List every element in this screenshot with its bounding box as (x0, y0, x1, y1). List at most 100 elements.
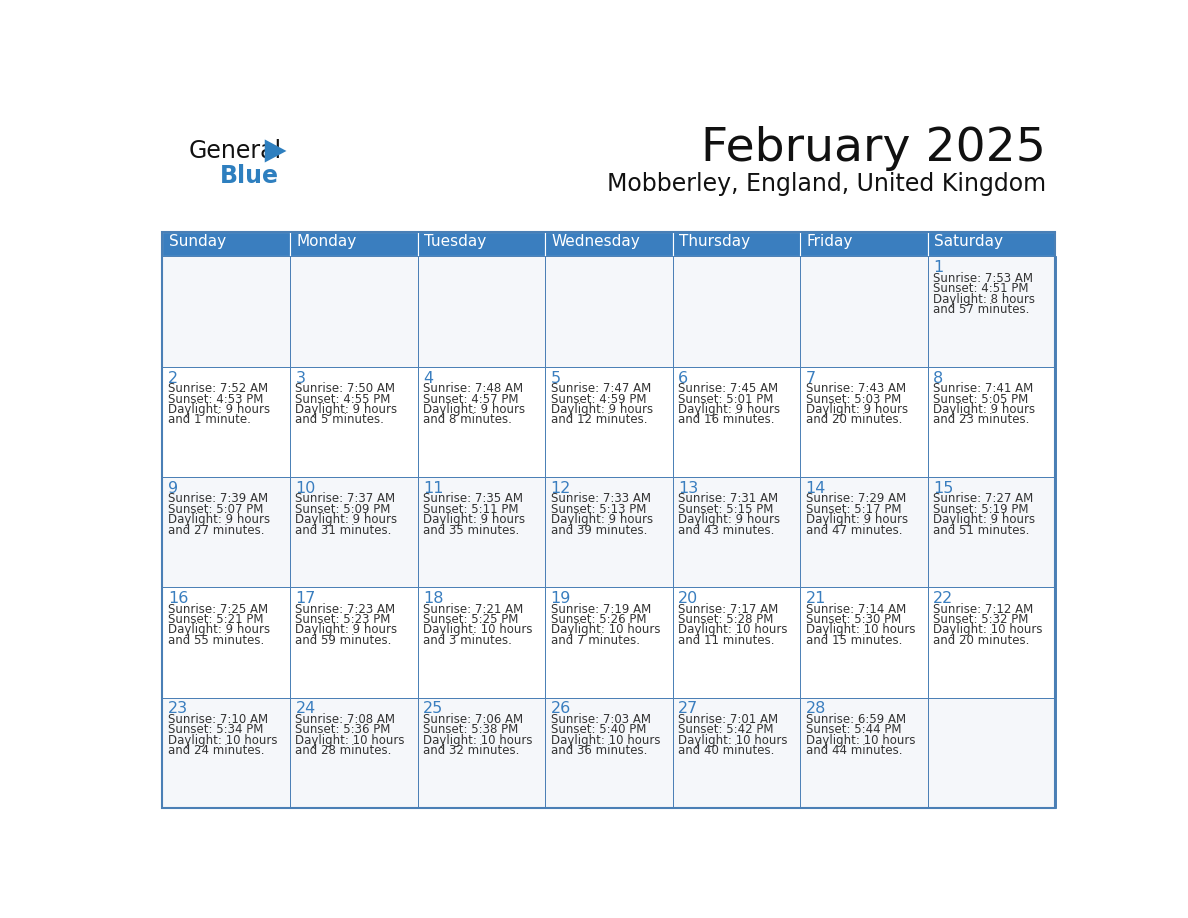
Text: Sunrise: 7:37 AM: Sunrise: 7:37 AM (296, 492, 396, 506)
Text: Daylight: 10 hours: Daylight: 10 hours (423, 623, 532, 636)
Text: and 55 minutes.: and 55 minutes. (168, 633, 264, 647)
Text: Sunrise: 7:06 AM: Sunrise: 7:06 AM (423, 713, 523, 726)
Text: Sunrise: 7:41 AM: Sunrise: 7:41 AM (933, 382, 1034, 395)
Text: and 1 minute.: and 1 minute. (168, 413, 251, 426)
Bar (163, 698, 290, 808)
Text: 23: 23 (168, 701, 188, 716)
Bar (672, 588, 801, 698)
Bar (417, 698, 545, 808)
Text: Sunset: 5:38 PM: Sunset: 5:38 PM (423, 723, 518, 736)
Text: Sunset: 5:15 PM: Sunset: 5:15 PM (678, 503, 773, 516)
Text: Sunset: 4:53 PM: Sunset: 4:53 PM (168, 393, 264, 406)
Bar (672, 698, 801, 808)
Text: Daylight: 9 hours: Daylight: 9 hours (805, 403, 908, 416)
Bar (417, 232, 545, 256)
Text: Daylight: 9 hours: Daylight: 9 hours (168, 623, 270, 636)
Bar (928, 698, 1056, 808)
Text: Sunset: 5:19 PM: Sunset: 5:19 PM (933, 503, 1029, 516)
Text: General: General (189, 140, 282, 163)
Bar (290, 477, 418, 588)
Text: Sunset: 5:03 PM: Sunset: 5:03 PM (805, 393, 901, 406)
Text: 13: 13 (678, 481, 699, 496)
Bar (801, 698, 928, 808)
Text: and 20 minutes.: and 20 minutes. (933, 633, 1030, 647)
Text: Sunday: Sunday (169, 234, 226, 249)
Text: and 16 minutes.: and 16 minutes. (678, 413, 775, 426)
Bar (290, 366, 418, 477)
Text: Daylight: 10 hours: Daylight: 10 hours (423, 733, 532, 746)
Text: Monday: Monday (296, 234, 356, 249)
Text: and 40 minutes.: and 40 minutes. (678, 744, 775, 757)
Text: and 8 minutes.: and 8 minutes. (423, 413, 512, 426)
Text: Daylight: 10 hours: Daylight: 10 hours (550, 733, 661, 746)
Text: and 51 minutes.: and 51 minutes. (933, 523, 1030, 537)
Bar (545, 698, 674, 808)
Text: Sunset: 5:13 PM: Sunset: 5:13 PM (550, 503, 646, 516)
Text: Saturday: Saturday (934, 234, 1003, 249)
Text: and 44 minutes.: and 44 minutes. (805, 744, 902, 757)
Bar (163, 366, 290, 477)
Text: 7: 7 (805, 371, 816, 386)
Text: and 23 minutes.: and 23 minutes. (933, 413, 1030, 426)
Text: Daylight: 9 hours: Daylight: 9 hours (168, 403, 270, 416)
Bar (163, 477, 290, 588)
Text: Sunrise: 7:31 AM: Sunrise: 7:31 AM (678, 492, 778, 506)
Text: Daylight: 10 hours: Daylight: 10 hours (678, 733, 788, 746)
Text: Daylight: 9 hours: Daylight: 9 hours (933, 513, 1035, 526)
Text: Daylight: 9 hours: Daylight: 9 hours (550, 403, 652, 416)
Text: and 24 minutes.: and 24 minutes. (168, 744, 265, 757)
Text: Sunset: 5:32 PM: Sunset: 5:32 PM (933, 613, 1029, 626)
Text: 27: 27 (678, 701, 699, 716)
Text: Sunrise: 7:47 AM: Sunrise: 7:47 AM (550, 382, 651, 395)
Text: Daylight: 9 hours: Daylight: 9 hours (423, 513, 525, 526)
Bar (801, 256, 928, 366)
Bar (928, 588, 1056, 698)
Text: Sunrise: 7:03 AM: Sunrise: 7:03 AM (550, 713, 651, 726)
Text: Sunrise: 7:27 AM: Sunrise: 7:27 AM (933, 492, 1034, 506)
Text: Daylight: 9 hours: Daylight: 9 hours (296, 403, 398, 416)
Bar (163, 256, 290, 366)
Bar (672, 366, 801, 477)
Text: Daylight: 10 hours: Daylight: 10 hours (168, 733, 277, 746)
Text: Sunset: 4:59 PM: Sunset: 4:59 PM (550, 393, 646, 406)
Text: 21: 21 (805, 591, 826, 606)
Text: 20: 20 (678, 591, 699, 606)
Text: Daylight: 8 hours: Daylight: 8 hours (933, 293, 1035, 306)
Text: Sunrise: 7:35 AM: Sunrise: 7:35 AM (423, 492, 523, 506)
Bar (801, 366, 928, 477)
Text: 2: 2 (168, 371, 178, 386)
Text: Sunset: 5:07 PM: Sunset: 5:07 PM (168, 503, 264, 516)
Text: 6: 6 (678, 371, 688, 386)
Text: 14: 14 (805, 481, 826, 496)
Text: 12: 12 (550, 481, 571, 496)
Text: Sunrise: 7:21 AM: Sunrise: 7:21 AM (423, 602, 523, 616)
Text: Daylight: 10 hours: Daylight: 10 hours (805, 623, 915, 636)
Text: 28: 28 (805, 701, 826, 716)
Text: 9: 9 (168, 481, 178, 496)
Text: Sunrise: 6:59 AM: Sunrise: 6:59 AM (805, 713, 905, 726)
Text: Sunrise: 7:52 AM: Sunrise: 7:52 AM (168, 382, 268, 395)
Text: Daylight: 9 hours: Daylight: 9 hours (805, 513, 908, 526)
Text: Mobberley, England, United Kingdom: Mobberley, England, United Kingdom (607, 172, 1045, 196)
Bar (672, 256, 801, 366)
Text: Sunrise: 7:12 AM: Sunrise: 7:12 AM (933, 602, 1034, 616)
Text: and 11 minutes.: and 11 minutes. (678, 633, 775, 647)
Text: Sunset: 5:44 PM: Sunset: 5:44 PM (805, 723, 901, 736)
Text: and 43 minutes.: and 43 minutes. (678, 523, 775, 537)
Text: and 35 minutes.: and 35 minutes. (423, 523, 519, 537)
Text: Sunset: 4:57 PM: Sunset: 4:57 PM (423, 393, 518, 406)
Bar (417, 256, 545, 366)
Text: Wednesday: Wednesday (551, 234, 640, 249)
Bar (928, 477, 1056, 588)
Text: Sunset: 5:42 PM: Sunset: 5:42 PM (678, 723, 773, 736)
Bar (801, 588, 928, 698)
Text: Sunset: 5:09 PM: Sunset: 5:09 PM (296, 503, 391, 516)
Text: Friday: Friday (807, 234, 853, 249)
Polygon shape (265, 140, 286, 162)
Bar (417, 366, 545, 477)
Text: Sunrise: 7:23 AM: Sunrise: 7:23 AM (296, 602, 396, 616)
Text: Daylight: 9 hours: Daylight: 9 hours (933, 403, 1035, 416)
Text: Sunset: 5:40 PM: Sunset: 5:40 PM (550, 723, 646, 736)
Text: and 20 minutes.: and 20 minutes. (805, 413, 902, 426)
Text: Sunrise: 7:53 AM: Sunrise: 7:53 AM (933, 272, 1034, 285)
